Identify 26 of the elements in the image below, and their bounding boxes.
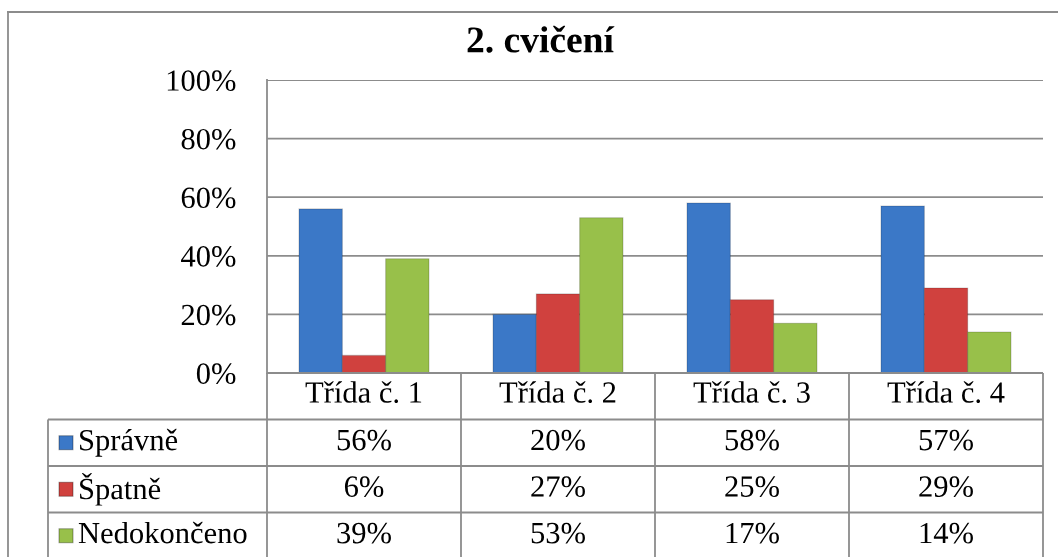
- data-label: 58%: [725, 429, 779, 451]
- legend-label: Nedokončeno: [78, 521, 247, 544]
- y-tick-label: 20%: [181, 304, 236, 326]
- chart-title: 2. cvičení: [467, 25, 615, 53]
- data-label: 39%: [337, 522, 391, 544]
- data-label: 27%: [531, 476, 585, 497]
- data-label: 20%: [531, 429, 585, 451]
- data-label: 53%: [531, 522, 585, 544]
- x-tick-label: Třída č. 1: [305, 381, 422, 403]
- y-tick-label: 80%: [181, 128, 236, 150]
- x-tick-label: Třída č. 3: [693, 381, 810, 403]
- data-label: 29%: [919, 476, 973, 497]
- data-label: 57%: [919, 429, 973, 451]
- data-label: 56%: [337, 429, 391, 451]
- legend-label: Špatně: [80, 472, 161, 506]
- y-tick-label: 0%: [196, 363, 236, 384]
- x-tick-label: Třída č. 4: [887, 381, 1005, 403]
- y-tick-label: 60%: [181, 187, 236, 209]
- y-tick-label: 100%: [167, 70, 236, 91]
- data-label: 25%: [725, 476, 779, 497]
- data-label: 17%: [726, 522, 779, 544]
- data-label: 14%: [920, 522, 973, 544]
- y-tick-label: 40%: [181, 246, 236, 267]
- x-tick-label: Třída č. 2: [499, 381, 616, 403]
- legend-label: Správně: [80, 428, 178, 457]
- data-label: 6%: [344, 476, 384, 497]
